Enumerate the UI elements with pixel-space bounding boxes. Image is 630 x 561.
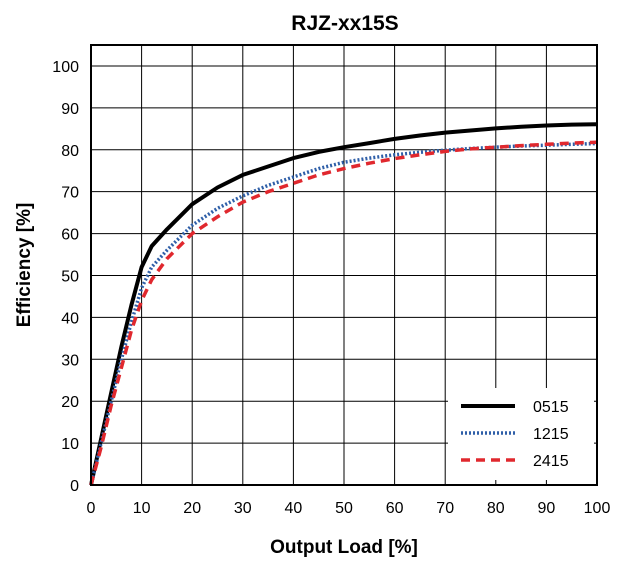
y-tick-label: 0 (70, 478, 79, 495)
y-tick-label: 100 (52, 59, 79, 76)
series-line-1215 (89, 141, 598, 486)
y-tick-label: 70 (61, 185, 79, 202)
chart-title: RJZ-xx15S (291, 12, 398, 35)
series-lines (89, 122, 598, 486)
legend-label-2415: 2415 (533, 453, 569, 470)
x-tick-label: 40 (285, 500, 303, 517)
y-tick-label: 30 (61, 352, 79, 369)
x-axis-label: Output Load [%] (270, 537, 418, 558)
plot-frame (90, 44, 598, 486)
x-tick-label: 90 (538, 500, 556, 517)
y-tick-label: 80 (61, 143, 79, 160)
y-tick-label: 50 (61, 268, 79, 285)
series-line-0515 (89, 122, 598, 486)
x-tick-label: 10 (133, 500, 151, 517)
x-tick-label: 0 (87, 500, 96, 517)
y-axis-label: Efficiency [%] (14, 203, 35, 328)
x-tick-label: 80 (487, 500, 505, 517)
x-tick-label: 60 (386, 500, 404, 517)
y-tick-label: 40 (61, 310, 79, 327)
y-tick-label: 20 (61, 394, 79, 411)
x-tick-label: 50 (335, 500, 353, 517)
legend-label-0515: 0515 (533, 399, 569, 416)
y-tick-label: 60 (61, 227, 79, 244)
y-tick-label: 10 (61, 436, 79, 453)
y-tick-label: 90 (61, 101, 79, 118)
tick-labels: 0 10 20 30 40 50 60 70 80 90 100 0 10 20 30 40 50 60 70 80 9… (52, 59, 610, 517)
x-tick-label: 100 (584, 500, 611, 517)
x-tick-label: 70 (436, 500, 454, 517)
legend-label-1215: 1215 (533, 426, 569, 443)
x-tick-label: 30 (234, 500, 252, 517)
x-tick-label: 20 (183, 500, 201, 517)
legend-box (448, 388, 594, 480)
legend: 0515 1215 2415 (448, 388, 594, 480)
